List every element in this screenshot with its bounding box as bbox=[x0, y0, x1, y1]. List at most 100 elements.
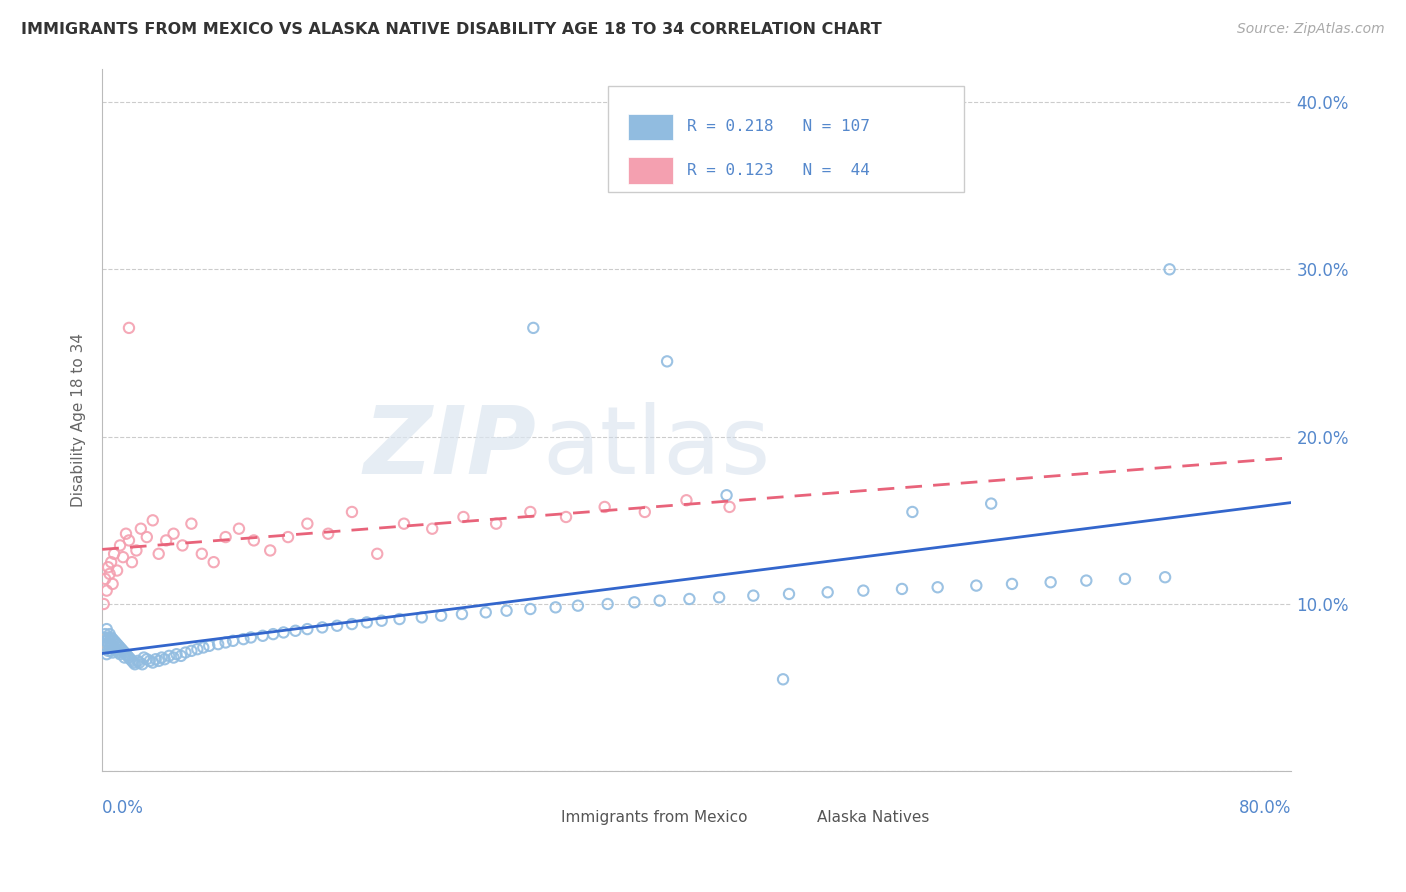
Point bbox=[519, 505, 541, 519]
Point bbox=[1039, 575, 1062, 590]
Point bbox=[778, 587, 800, 601]
Point bbox=[101, 632, 124, 647]
Point bbox=[131, 657, 153, 672]
Point bbox=[259, 543, 281, 558]
Text: 0.0%: 0.0% bbox=[103, 799, 143, 817]
Text: IMMIGRANTS FROM MEXICO VS ALASKA NATIVE DISABILITY AGE 18 TO 34 CORRELATION CHAR: IMMIGRANTS FROM MEXICO VS ALASKA NATIVE … bbox=[21, 22, 882, 37]
Point bbox=[100, 644, 122, 658]
Point bbox=[118, 533, 141, 548]
Point bbox=[98, 633, 121, 648]
Point bbox=[118, 650, 141, 665]
Point bbox=[411, 610, 433, 624]
Point bbox=[117, 648, 139, 663]
Point bbox=[392, 516, 415, 531]
Point bbox=[101, 639, 124, 653]
Point bbox=[232, 632, 254, 647]
Point bbox=[186, 642, 208, 657]
Point bbox=[153, 652, 176, 666]
Text: ZIP: ZIP bbox=[363, 402, 536, 494]
Point bbox=[370, 614, 392, 628]
Point bbox=[716, 488, 738, 502]
Text: Immigrants from Mexico: Immigrants from Mexico bbox=[561, 810, 748, 824]
Text: R = 0.123   N =  44: R = 0.123 N = 44 bbox=[688, 162, 870, 178]
Point bbox=[155, 533, 177, 548]
Point bbox=[474, 606, 496, 620]
Point bbox=[93, 631, 115, 645]
Point bbox=[311, 620, 333, 634]
Point bbox=[127, 654, 149, 668]
Point bbox=[356, 615, 378, 630]
Text: 80.0%: 80.0% bbox=[1239, 799, 1292, 817]
Point bbox=[207, 637, 229, 651]
Point bbox=[567, 599, 589, 613]
Point bbox=[104, 642, 127, 657]
Point bbox=[98, 566, 121, 581]
Point bbox=[111, 550, 134, 565]
Point bbox=[1159, 262, 1181, 277]
Point bbox=[142, 513, 165, 527]
Point bbox=[148, 547, 170, 561]
Point bbox=[1114, 572, 1136, 586]
Point bbox=[93, 597, 115, 611]
Point bbox=[128, 656, 150, 670]
Point bbox=[927, 580, 949, 594]
Point bbox=[172, 538, 194, 552]
Point bbox=[148, 654, 170, 668]
Point bbox=[108, 640, 131, 655]
Point bbox=[94, 572, 117, 586]
Point bbox=[485, 516, 508, 531]
Point bbox=[340, 617, 363, 632]
Point bbox=[97, 637, 120, 651]
Point bbox=[135, 530, 157, 544]
Point bbox=[202, 555, 225, 569]
Point bbox=[120, 652, 142, 666]
Point bbox=[162, 526, 184, 541]
Point bbox=[214, 635, 236, 649]
Point bbox=[252, 629, 274, 643]
Point bbox=[145, 652, 167, 666]
Point bbox=[107, 646, 129, 660]
Point bbox=[135, 652, 157, 666]
Point bbox=[214, 530, 236, 544]
Point bbox=[105, 644, 128, 658]
Point bbox=[891, 582, 914, 596]
Point bbox=[772, 673, 794, 687]
Point bbox=[222, 633, 245, 648]
Text: Source: ZipAtlas.com: Source: ZipAtlas.com bbox=[1237, 22, 1385, 37]
Text: Alaska Natives: Alaska Natives bbox=[817, 810, 929, 824]
Point bbox=[122, 656, 145, 670]
Point bbox=[107, 639, 129, 653]
Point bbox=[366, 547, 388, 561]
Point bbox=[228, 522, 250, 536]
Point bbox=[852, 583, 875, 598]
Point bbox=[97, 631, 120, 645]
Point bbox=[101, 646, 124, 660]
Point bbox=[142, 656, 165, 670]
Point bbox=[111, 644, 134, 658]
Point bbox=[273, 625, 295, 640]
Point bbox=[97, 644, 120, 658]
Point bbox=[125, 543, 148, 558]
Point bbox=[965, 578, 987, 592]
Point bbox=[284, 624, 307, 638]
Point bbox=[100, 637, 122, 651]
Point bbox=[453, 510, 475, 524]
Point bbox=[129, 522, 152, 536]
Point bbox=[121, 555, 143, 569]
Point bbox=[180, 644, 202, 658]
Point bbox=[174, 646, 197, 660]
Point bbox=[96, 647, 118, 661]
Point bbox=[239, 631, 262, 645]
Point bbox=[316, 526, 339, 541]
FancyBboxPatch shape bbox=[530, 807, 557, 830]
Point bbox=[191, 547, 214, 561]
Point bbox=[243, 533, 266, 548]
Point bbox=[297, 622, 319, 636]
Point bbox=[451, 607, 474, 621]
Point bbox=[1076, 574, 1098, 588]
Point bbox=[115, 526, 138, 541]
Point bbox=[100, 555, 122, 569]
Text: atlas: atlas bbox=[543, 402, 770, 494]
Point bbox=[522, 321, 544, 335]
Point bbox=[623, 595, 645, 609]
